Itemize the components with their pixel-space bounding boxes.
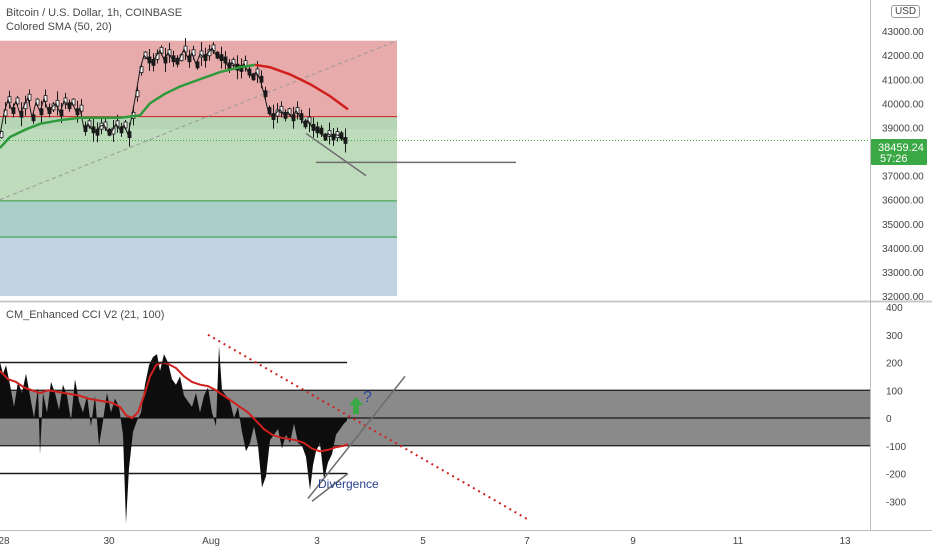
time-tick-label: 3 [314,536,320,547]
cci-tick-label: -200 [886,470,906,481]
price-tick-label: 33000.00 [882,268,924,279]
grey-short-line [311,472,349,502]
time-tick-label: Aug [202,536,220,547]
time-tick-label: 11 [733,536,744,547]
time-tick-label: 7 [524,536,530,547]
last-price-badge: 38459.24 57:26 [871,139,927,165]
cci-tick-label: -300 [886,497,906,508]
sma-line-red [254,63,349,111]
fib-band-3 [0,200,397,237]
cci-series [0,345,349,524]
price-drawings [0,40,516,201]
grey-trendline [307,375,406,499]
last-price-value: 38459.24 [878,142,924,154]
cci-tick-label: 300 [886,331,903,342]
cci-drawings [0,333,531,522]
time-tick-label: 28 [0,536,10,547]
cci-indicator-label: CM_Enhanced CCI V2 (21, 100) [6,309,165,321]
time-axis[interactable]: 28 30 Aug 3 5 7 9 11 13 [0,536,851,547]
price-tick-label: 36000.00 [882,196,924,207]
price-tick-label: 43000.00 [882,27,924,38]
dashed-trendline [0,40,398,201]
cci-tick-label: 100 [886,386,903,397]
currency-badge[interactable]: USD [891,5,921,18]
cci-area [0,345,347,524]
symbol-title: Bitcoin / U.S. Dollar, 1h, COINBASE [6,7,183,19]
cci-signal-line [0,361,349,453]
price-axis-background [870,0,932,530]
fib-band-2 [0,129,397,201]
cci-tick-label: 200 [886,359,903,370]
price-tick-label: 32000.00 [882,292,924,303]
price-tick-label: 42000.00 [882,51,924,62]
price-tick-label: 34000.00 [882,244,924,255]
countdown-timer: 57:26 [880,153,908,165]
price-tick-label: 35000.00 [882,220,924,231]
candle-body [0,131,4,139]
price-axis[interactable]: 32000.00 33000.00 34000.00 35000.00 36000.00… [882,27,924,303]
price-tick-label: 39000.00 [882,123,924,134]
red-dotted-trendline [207,333,531,522]
cci-tick-label: 0 [886,414,892,425]
time-tick-label: 13 [839,536,851,547]
divergence-annotation: Divergence [318,477,379,491]
up-arrow-icon [349,397,363,414]
sma-line-green [0,63,256,149]
price-tick-label: 37000.00 [882,172,924,183]
candle-body [343,137,348,144]
cci-tick-label: 400 [886,303,903,314]
sma-indicator-label: Colored SMA (50, 20) [6,21,112,33]
time-tick-label: 9 [630,536,636,547]
fib-band-4 [0,236,397,296]
time-tick-label: 5 [420,536,426,547]
question-mark-annotation: ? [363,389,372,406]
cci-axis[interactable]: 400 300 200 100 0 -100 -200 -300 [886,303,906,508]
price-series [0,38,349,153]
wedge-line [305,132,367,177]
time-tick-label: 30 [103,536,115,547]
price-tick-label: 40000.00 [882,99,924,110]
price-tick-label: 41000.00 [882,75,924,86]
price-line [0,47,345,141]
cci-tick-label: -100 [886,442,906,453]
